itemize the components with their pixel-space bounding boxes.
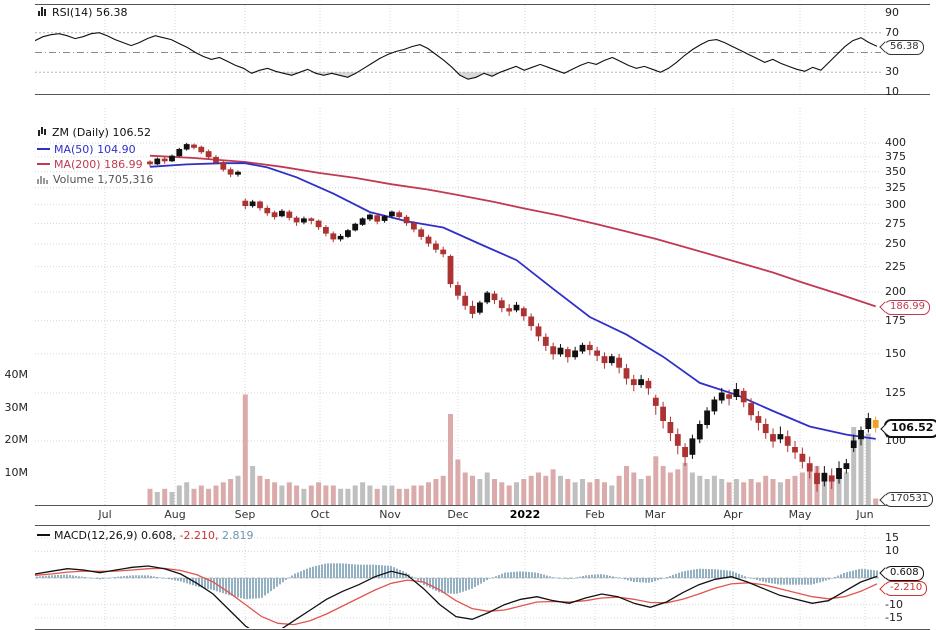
macd-signal-axis-badge: -2.210	[884, 581, 928, 597]
macd-axis-label: -10	[885, 597, 903, 611]
month-label: Feb	[585, 508, 605, 521]
rsi-legend: RSI(14) 56.38	[37, 6, 127, 20]
macd-axis-label: 15	[885, 531, 899, 545]
price-axis-label: 375	[885, 149, 906, 163]
symbol-legend: ZM (Daily) 106.52	[37, 126, 151, 140]
rsi-plot	[35, 32, 878, 80]
month-label: Sep	[234, 508, 256, 521]
macd-value: 0.608,	[141, 529, 177, 542]
month-label: Nov	[379, 508, 401, 521]
ma50-line-swatch	[37, 148, 50, 150]
month-label: Jun	[856, 508, 874, 521]
volume-bars-icon	[37, 173, 49, 187]
ma50-label: MA(50) 104.90	[54, 143, 136, 156]
price-axis-label: 325	[885, 180, 906, 194]
volume-axis-label: 10M	[4, 465, 29, 479]
last-price-axis-badge: 106.52	[884, 419, 936, 439]
macd-hist-value: 2.819	[222, 529, 254, 542]
volume-bars	[147, 394, 879, 506]
ma50-legend: MA(50) 104.90	[37, 143, 136, 156]
month-label: Jul	[98, 508, 112, 521]
ma200-label: MA(200) 186.99	[54, 158, 143, 171]
price-axis-label: 250	[885, 236, 906, 250]
candlestick-chart-icon	[37, 126, 48, 140]
price-axis-label: 300	[885, 197, 906, 211]
rsi-axis-label: 70	[885, 25, 899, 39]
macd-axis-label: -15	[885, 610, 903, 624]
macd-line-swatch	[37, 534, 50, 536]
last-price-value: 106.52	[112, 126, 151, 139]
month-label: Mar	[644, 508, 666, 521]
macd-axis-label: 10	[885, 544, 899, 558]
candlesticks	[147, 142, 879, 492]
macd-plot	[35, 563, 878, 628]
rsi-axis-label: 30	[885, 65, 899, 79]
price-axis-label: 350	[885, 164, 906, 178]
macd-legend: MACD(12,26,9) 0.608, -2.210, 2.819	[37, 529, 254, 542]
price-axis-label: 175	[885, 313, 906, 327]
price-axis-label: 200	[885, 284, 906, 298]
volume-axis-label: 40M	[4, 368, 29, 381]
macd-signal-value: -2.210,	[179, 529, 219, 542]
month-label: Aug	[164, 508, 186, 521]
rsi-axis-label: 90	[885, 5, 899, 19]
rsi-title: RSI(14)	[52, 6, 93, 19]
volume-axis-label: 30M	[4, 400, 29, 414]
price-axis-label: 225	[885, 259, 906, 273]
indicator-chart-icon	[37, 6, 48, 20]
month-label: Dec	[447, 508, 469, 521]
rsi-axis-label: 10	[885, 85, 899, 99]
moving-averages	[149, 154, 876, 440]
price-axis-label: 400	[885, 135, 906, 149]
rsi-value: 56.38	[95, 6, 128, 19]
macd-title: MACD(12,26,9)	[54, 529, 138, 542]
symbol-title: ZM (Daily)	[52, 126, 109, 139]
ma200-legend: MA(200) 186.99	[37, 158, 143, 171]
month-label: 2022	[509, 508, 541, 521]
macd-axis-badge: 0.608	[884, 565, 924, 581]
volume-axis-label: 20M	[4, 433, 29, 446]
ma200-axis-badge: 186.99	[884, 299, 930, 315]
last-volume-axis-badge: 170531	[884, 492, 934, 507]
month-label: Apr	[723, 508, 743, 521]
month-label: Oct	[310, 508, 330, 521]
ma200-line-swatch	[37, 163, 50, 165]
month-label: May	[788, 508, 812, 521]
rsi-axis-badge: 56.38	[884, 39, 924, 55]
price-axis-label: 275	[885, 216, 906, 230]
price-axis-label: 125	[885, 386, 906, 400]
volume-label: Volume 1,705,316	[53, 173, 154, 186]
price-axis-label: 150	[885, 346, 906, 360]
volume-legend: Volume 1,705,316	[37, 173, 153, 187]
